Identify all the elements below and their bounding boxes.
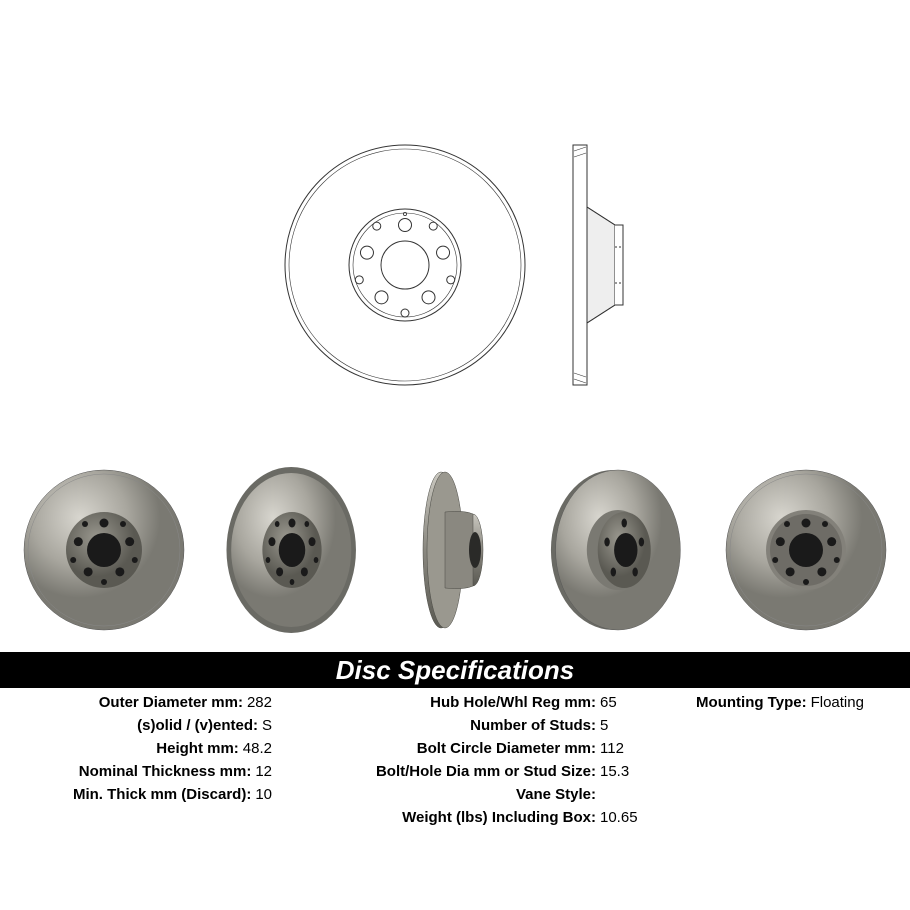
spec-row: Bolt/Hole Dia mm or Stud Size:15.3: [280, 763, 650, 780]
technical-drawing-area: [0, 120, 910, 410]
spec-row: Bolt Circle Diameter mm:112: [280, 740, 650, 757]
spec-row: Weight (lbs) Including Box:10.65: [280, 809, 650, 826]
product-photo-row: [0, 460, 910, 640]
rotor-photo-side: [395, 465, 515, 635]
spec-column-3: Mounting Type:Floating: [650, 694, 910, 826]
spec-row: Number of Studs:5: [280, 717, 650, 734]
spec-column-2: Hub Hole/Whl Reg mm:65 Number of Studs:5…: [280, 694, 650, 826]
rotor-side-profile-drawing: [565, 135, 635, 395]
spec-row: Vane Style:: [280, 786, 650, 803]
spec-row: Outer Diameter mm:282: [0, 694, 272, 711]
rotor-photo-front: [19, 465, 189, 635]
spec-row: Nominal Thickness mm:12: [0, 763, 272, 780]
spec-row: (s)olid / (v)ented:S: [0, 717, 272, 734]
rotor-photo-angled-1: [207, 465, 377, 635]
rotor-photo-back: [721, 465, 891, 635]
spec-header: Disc Specifications: [0, 652, 910, 688]
rotor-photo-angled-2: [533, 465, 703, 635]
spec-row: Min. Thick mm (Discard):10: [0, 786, 272, 803]
spec-row: Mounting Type:Floating: [650, 694, 910, 711]
spec-row: Hub Hole/Whl Reg mm:65: [280, 694, 650, 711]
spec-row: Height mm:48.2: [0, 740, 272, 757]
rotor-front-line-drawing: [275, 135, 535, 395]
spec-column-1: Outer Diameter mm:282 (s)olid / (v)ented…: [0, 694, 280, 826]
spec-table: Outer Diameter mm:282 (s)olid / (v)ented…: [0, 694, 910, 826]
